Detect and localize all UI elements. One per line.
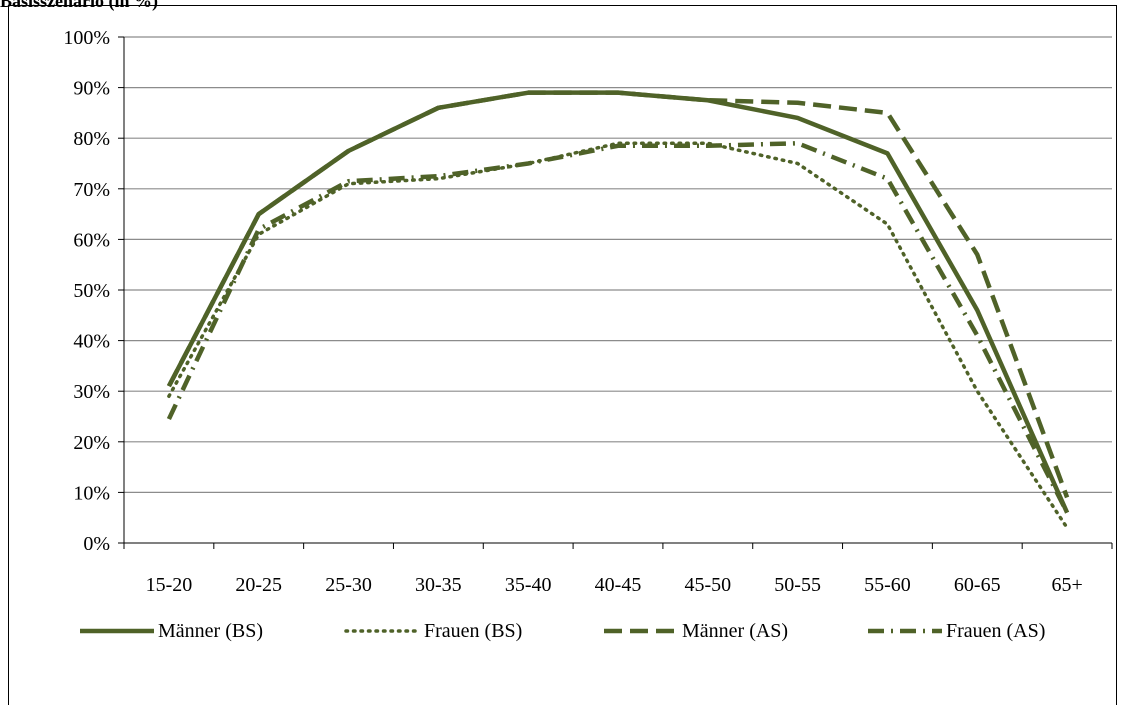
y-tick-label: 0% <box>83 533 110 555</box>
y-tick-label: 30% <box>73 381 110 403</box>
y-tick-label: 60% <box>73 229 110 251</box>
axes <box>118 36 1113 549</box>
x-tick-label: 20-25 <box>235 574 282 596</box>
x-tick-label: 65+ <box>1051 574 1082 596</box>
y-tick-label: 50% <box>73 280 110 302</box>
x-tick-label: 45-50 <box>684 574 731 596</box>
series-line-männer-as <box>166 90 1070 499</box>
x-tick-label: 15-20 <box>146 574 193 596</box>
y-tick-labels: 0% 10% 20% 30% 40% 50% 60% 70% 80% 90% 100% <box>63 27 110 555</box>
x-tick-label: 35-40 <box>505 574 552 596</box>
legend: Männer (BS) Frauen (BS) Männer (AS) Frauen … <box>80 620 1045 642</box>
series-lines <box>166 90 1070 530</box>
y-tick-label: 20% <box>73 432 110 454</box>
series-line-männer-bs <box>166 90 1070 514</box>
line-chart: 0% 10% 20% 30% 40% 50% 60% 70% 80% 90% 100% 15-20 2… <box>63 27 1113 642</box>
chart-frame <box>8 5 1117 705</box>
y-tick-label: 80% <box>73 128 110 150</box>
y-tick-label: 100% <box>63 27 110 49</box>
legend-label: Männer (BS) <box>158 620 263 642</box>
legend-label: Frauen (BS) <box>424 620 522 642</box>
y-tick-label: 10% <box>73 482 110 504</box>
x-tick-label: 50-55 <box>774 574 821 596</box>
y-tick-label: 90% <box>73 78 110 100</box>
x-tick-label: 60-65 <box>954 574 1001 596</box>
y-tick-label: 40% <box>73 331 110 353</box>
legend-label: Männer (AS) <box>682 620 788 642</box>
x-tick-label: 30-35 <box>415 574 462 596</box>
y-tick-label: 70% <box>73 179 110 201</box>
x-tick-label: 55-60 <box>864 574 911 596</box>
x-tick-label: 40-45 <box>595 574 642 596</box>
x-tick-labels: 15-20 20-25 25-30 30-35 35-40 40-45 45-50 50-55… <box>146 574 1083 596</box>
legend-label: Frauen (AS) <box>946 620 1045 642</box>
series-line-frauen-as <box>166 141 1070 514</box>
x-tick-label: 25-30 <box>325 574 372 596</box>
gridlines <box>124 36 1112 493</box>
series-line-frauen-bs <box>167 141 1069 530</box>
